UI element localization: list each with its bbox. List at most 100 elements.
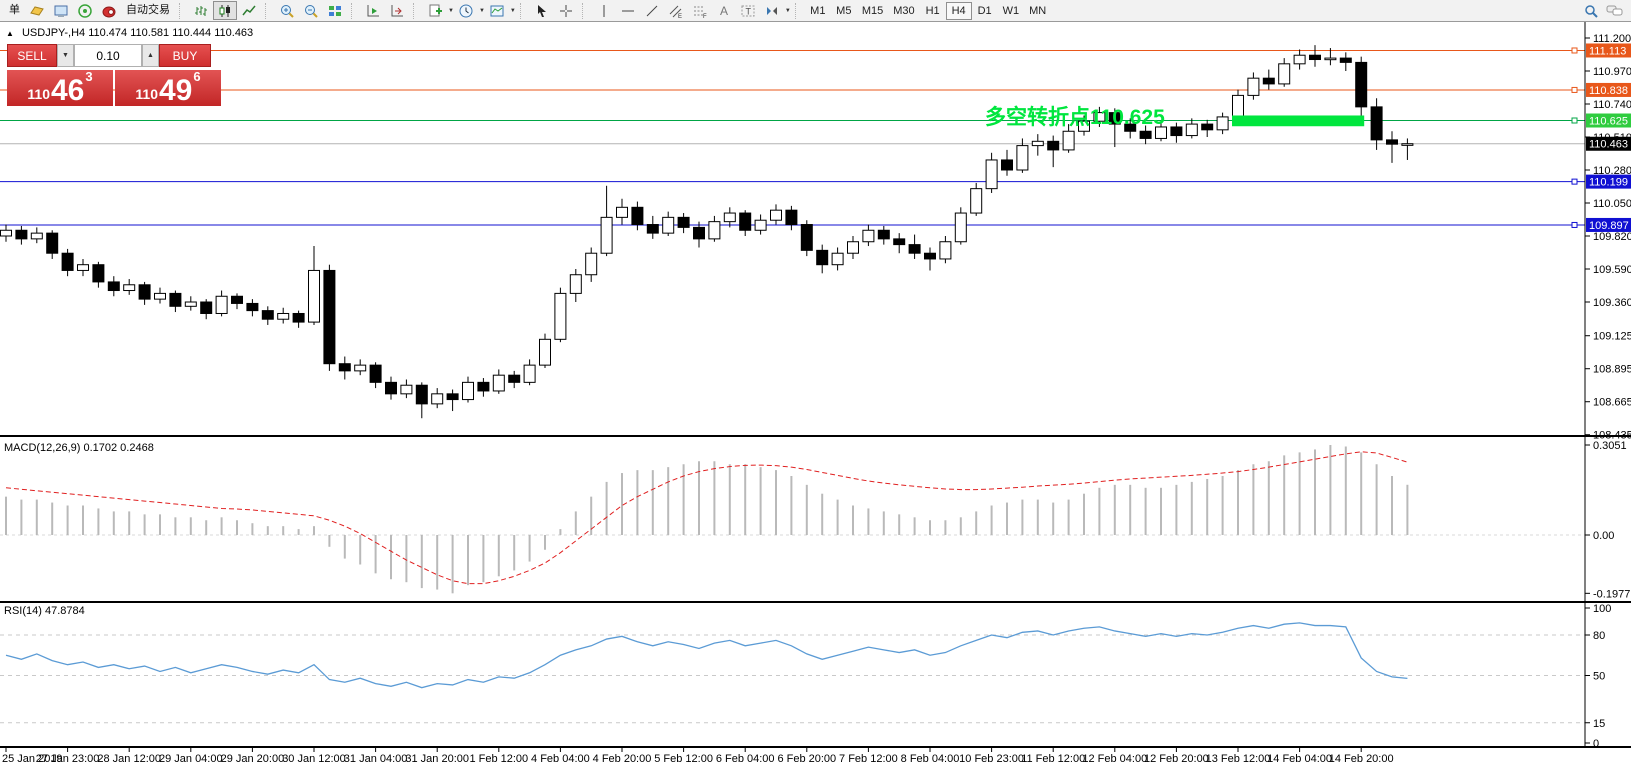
candle xyxy=(1370,106,1383,141)
trendline-tool-icon[interactable] xyxy=(640,1,664,20)
timeframe-m5[interactable]: M5 xyxy=(831,2,857,20)
candle xyxy=(1124,123,1137,132)
text-tool-icon[interactable]: A xyxy=(712,1,736,20)
volume-input[interactable] xyxy=(74,44,142,67)
time-axis-label: 6 Feb 04:00 xyxy=(716,753,775,765)
scale-tick-label: 109.590 xyxy=(1593,264,1631,276)
collapse-icon[interactable]: ▲ xyxy=(6,29,14,38)
arrows-tool-icon[interactable] xyxy=(760,1,784,20)
time-axis-label: 14 Feb 20:00 xyxy=(1329,753,1394,765)
volume-decrease-button[interactable]: ▼ xyxy=(57,44,74,67)
candle xyxy=(46,232,59,254)
equidistant-channel-tool-icon[interactable]: E xyxy=(664,1,688,20)
sell-price-prefix: 110 xyxy=(27,86,50,102)
pivot-annotation-text[interactable]: 多空转折点110.625 xyxy=(985,106,1165,129)
toolbar-separator xyxy=(581,2,588,19)
new-chart-icon[interactable] xyxy=(423,1,447,20)
green-zone-rect[interactable] xyxy=(1232,115,1365,127)
rsi-indicator-label: RSI(14) 47.8784 xyxy=(4,605,85,617)
candle xyxy=(292,312,305,323)
autotrade-label[interactable]: 自动交易 xyxy=(126,4,170,16)
timeframe-d1[interactable]: D1 xyxy=(972,2,998,20)
sell-price-display[interactable]: 110 46 3 xyxy=(7,70,113,106)
chat-icon[interactable] xyxy=(1603,1,1627,20)
buy-price-display[interactable]: 110 49 6 xyxy=(115,70,221,106)
buy-button[interactable]: BUY xyxy=(159,44,211,67)
template-icon[interactable] xyxy=(485,1,509,20)
template-dropdown-caret[interactable]: ▼ xyxy=(509,7,516,14)
search-icon[interactable] xyxy=(1579,1,1603,20)
line-chart-type-icon[interactable] xyxy=(237,1,261,20)
time-axis-label: 1 Feb 12:00 xyxy=(469,753,528,765)
candle xyxy=(831,252,844,266)
timeframe-w1[interactable]: W1 xyxy=(998,2,1025,20)
candle xyxy=(1078,120,1090,132)
arrows-dropdown-caret[interactable]: ▼ xyxy=(784,7,791,14)
autotrade-icon[interactable] xyxy=(97,1,121,20)
auto-scroll-icon[interactable] xyxy=(361,1,385,20)
timeframe-h1[interactable]: H1 xyxy=(920,2,946,20)
timeframe-m1[interactable]: M1 xyxy=(805,2,831,20)
horizontal-line-tool-icon[interactable] xyxy=(616,1,640,20)
tile-windows-icon[interactable] xyxy=(323,1,347,20)
crosshair-tool-icon[interactable] xyxy=(554,1,578,20)
terminal-icon[interactable] xyxy=(49,1,73,20)
candle xyxy=(662,216,675,234)
candlestick-chart-type-icon[interactable] xyxy=(213,1,237,20)
candle xyxy=(924,252,936,260)
candle xyxy=(123,284,136,292)
candle xyxy=(1293,54,1306,65)
scale-tick-label: 109.360 xyxy=(1593,297,1631,309)
buy-price-pip: 6 xyxy=(193,69,201,84)
new-order-icon[interactable] xyxy=(25,1,49,20)
time-axis-label: 4 Feb 04:00 xyxy=(531,753,590,765)
time-axis-label: 30 Jan 12:00 xyxy=(282,753,346,765)
main-toolbar: 单 自动交易 ▼ ▼ ▼ E F A T ▼ M1 M5 M15 M30 H1 … xyxy=(0,0,1631,22)
zoom-out-icon[interactable] xyxy=(299,1,323,20)
text-label-tool-icon[interactable]: T xyxy=(736,1,760,20)
timeframe-m30[interactable]: M30 xyxy=(888,2,919,20)
candle xyxy=(92,264,105,283)
candle xyxy=(1201,123,1214,131)
bar-chart-type-icon[interactable] xyxy=(189,1,213,20)
signal-icon[interactable] xyxy=(73,1,97,20)
timeframe-mn[interactable]: MN xyxy=(1024,2,1051,20)
symbol-name: USDJPY-,H4 xyxy=(21,27,86,39)
new-chart-dropdown-caret[interactable]: ▼ xyxy=(448,7,454,14)
time-axis-label: 25 Jan 2019 xyxy=(2,753,63,765)
vertical-line-tool-icon[interactable] xyxy=(592,1,616,20)
candle xyxy=(677,216,690,228)
timeframe-h4[interactable]: H4 xyxy=(945,1,972,20)
candle xyxy=(1278,63,1291,85)
candle xyxy=(30,232,43,240)
candle xyxy=(539,338,551,366)
zoom-in-icon[interactable] xyxy=(275,1,299,20)
scale-tick-label: 110.280 xyxy=(1593,165,1631,177)
candle xyxy=(1386,139,1398,145)
fibonacci-tool-icon[interactable]: F xyxy=(688,1,712,20)
price-badge: 110.625 xyxy=(1589,116,1628,128)
candle xyxy=(15,229,28,240)
candle xyxy=(200,301,213,314)
time-axis-label: 12 Feb 20:00 xyxy=(1144,753,1209,765)
period-dropdown-caret[interactable]: ▼ xyxy=(478,7,485,14)
scale-tick-label: 108.895 xyxy=(1593,364,1631,376)
timeframe-m15[interactable]: M15 xyxy=(857,2,888,20)
cursor-tool-icon[interactable] xyxy=(530,1,554,20)
sell-button[interactable]: SELL xyxy=(7,44,57,67)
candle xyxy=(816,249,829,266)
candle xyxy=(369,364,382,383)
candle xyxy=(107,281,120,292)
candle xyxy=(616,206,628,218)
candle xyxy=(1232,94,1244,118)
volume-increase-button[interactable]: ▲ xyxy=(142,44,159,67)
scale-tick-label: 110.740 xyxy=(1593,99,1631,111)
new-order-label[interactable]: 单 xyxy=(9,4,20,16)
chart-shift-icon[interactable] xyxy=(385,1,409,20)
candle xyxy=(492,374,505,392)
candle xyxy=(554,292,567,340)
period-clock-icon[interactable] xyxy=(454,1,478,20)
candle xyxy=(1108,112,1121,125)
